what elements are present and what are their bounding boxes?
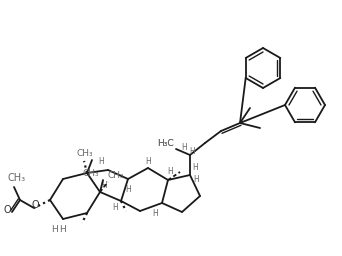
- Text: H: H: [167, 167, 173, 176]
- Text: CH₃: CH₃: [77, 148, 93, 157]
- Text: H: H: [192, 163, 198, 172]
- Text: O: O: [31, 200, 39, 210]
- Text: H: H: [60, 226, 66, 234]
- Text: H: H: [145, 157, 151, 166]
- Text: H: H: [98, 157, 104, 166]
- Text: H₃C: H₃C: [157, 140, 173, 148]
- Text: O: O: [3, 205, 11, 215]
- Text: H: H: [52, 225, 58, 233]
- Text: H₃C: H₃C: [157, 138, 174, 147]
- Text: CH₃: CH₃: [82, 168, 99, 177]
- Text: H: H: [152, 208, 158, 218]
- Text: H: H: [125, 186, 131, 195]
- Text: H: H: [112, 204, 118, 212]
- Text: H: H: [193, 176, 199, 185]
- Text: H: H: [189, 147, 195, 156]
- Text: CH₃: CH₃: [108, 170, 124, 179]
- Text: H: H: [101, 180, 107, 189]
- Text: H: H: [181, 144, 187, 153]
- Text: CH₃: CH₃: [8, 173, 26, 183]
